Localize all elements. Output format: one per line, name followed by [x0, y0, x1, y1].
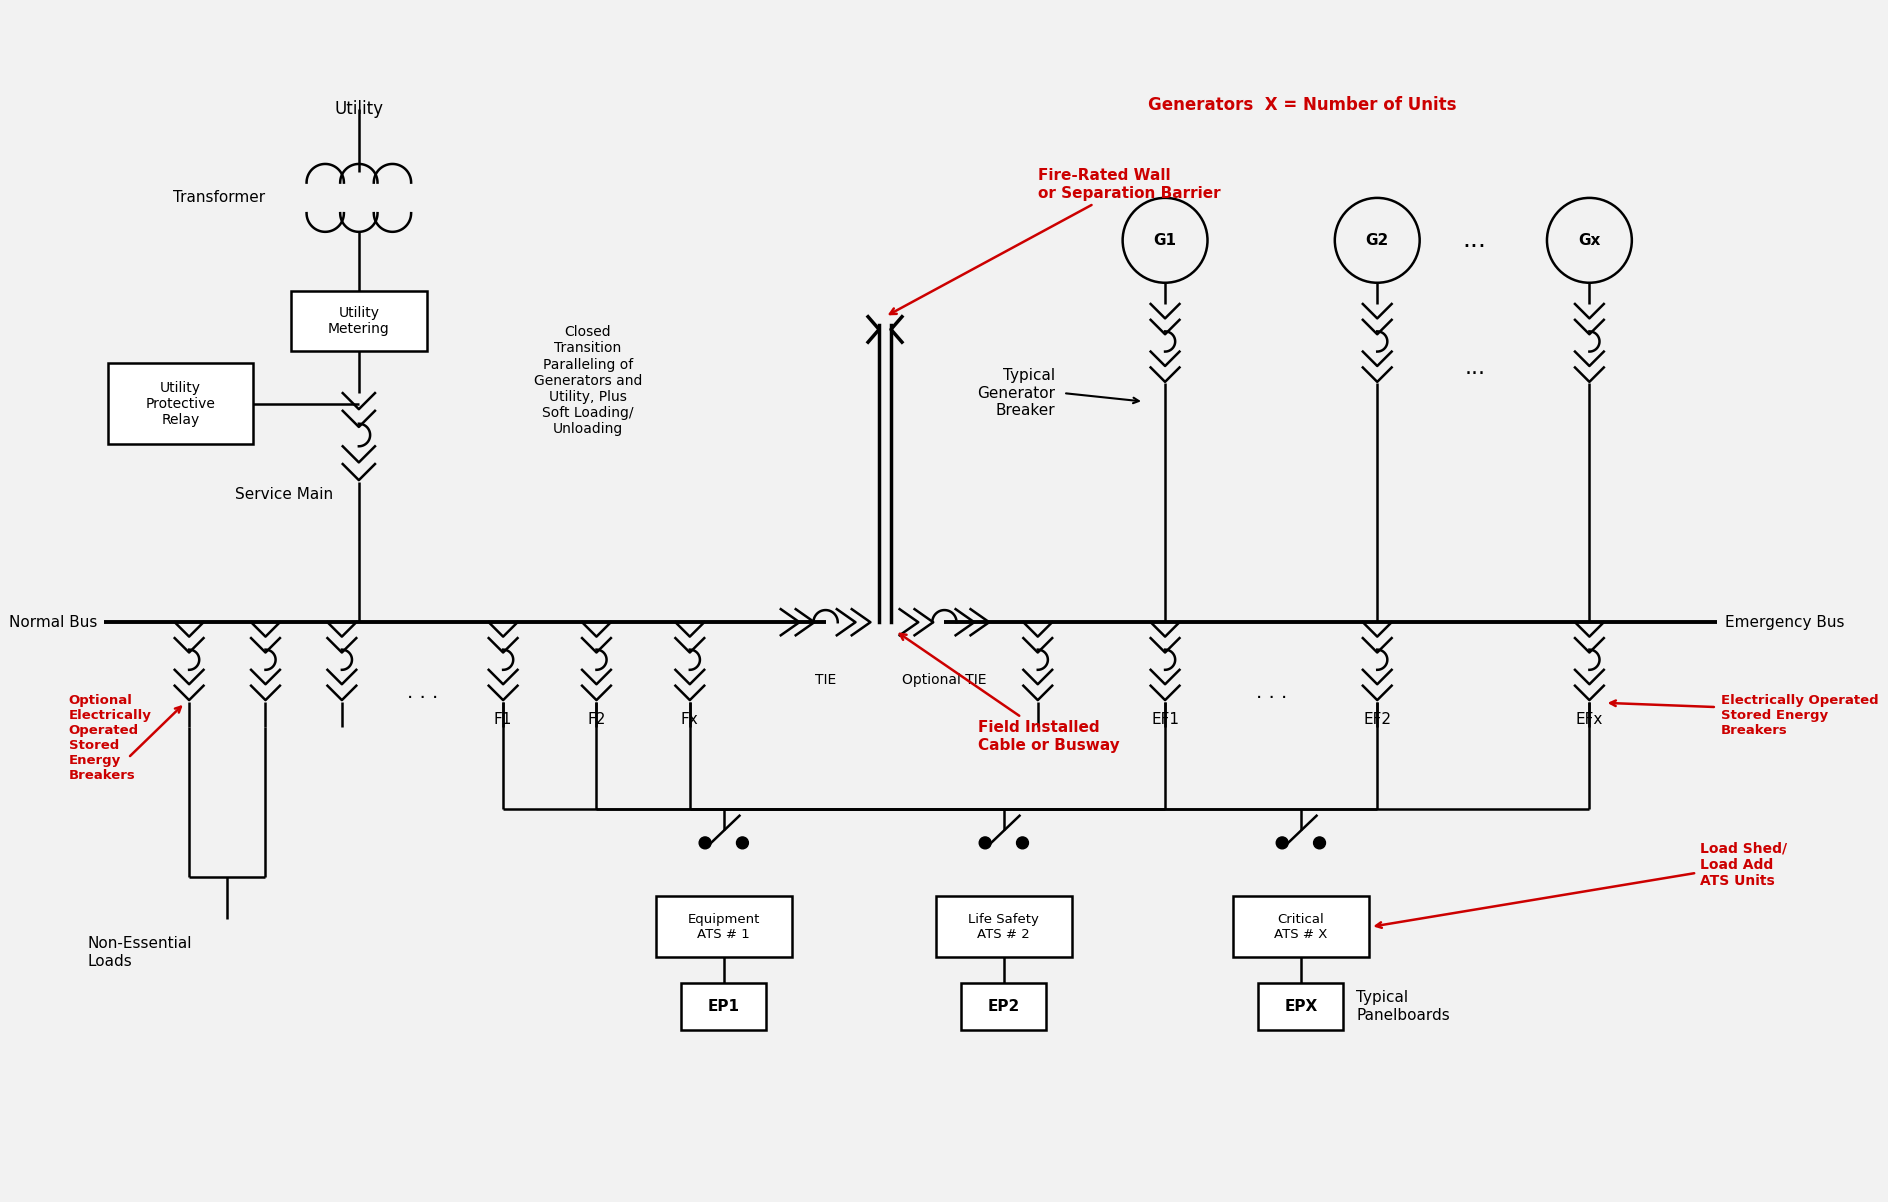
Text: Emergency Bus: Emergency Bus [1726, 614, 1845, 630]
Text: EF2: EF2 [1363, 712, 1391, 727]
Text: F1: F1 [495, 712, 512, 727]
Text: ...: ... [1463, 228, 1488, 252]
Text: Equipment
ATS # 1: Equipment ATS # 1 [687, 912, 761, 941]
Text: EPX: EPX [1284, 999, 1318, 1014]
Bar [655, 897, 791, 958]
Text: Normal Bus: Normal Bus [9, 614, 98, 630]
Text: Optional
Electrically
Operated
Stored
Energy
Breakers: Optional Electrically Operated Stored En… [68, 695, 151, 783]
Text: Non-Essential
Loads: Non-Essential Loads [87, 936, 193, 969]
Bar [291, 291, 427, 351]
Text: · · ·: · · · [1256, 689, 1288, 708]
Text: Electrically Operated
Stored Energy
Breakers: Electrically Operated Stored Energy Brea… [1722, 695, 1879, 737]
Circle shape [1314, 837, 1325, 849]
Text: EP2: EP2 [987, 999, 1020, 1014]
Text: EP1: EP1 [708, 999, 740, 1014]
Text: G2: G2 [1365, 233, 1390, 248]
Text: Utility
Protective
Relay: Utility Protective Relay [145, 381, 215, 428]
Bar [1233, 897, 1369, 958]
Text: Load Shed/
Load Add
ATS Units: Load Shed/ Load Add ATS Units [1376, 841, 1786, 928]
Text: Typical
Generator
Breaker: Typical Generator Breaker [976, 368, 1055, 418]
Bar [961, 983, 1046, 1030]
Circle shape [736, 837, 748, 849]
Text: Utility: Utility [334, 100, 383, 118]
Circle shape [1276, 837, 1288, 849]
Text: Gx: Gx [1578, 233, 1601, 248]
Text: ...: ... [1465, 358, 1486, 377]
Bar [1259, 983, 1342, 1030]
Text: Fire-Rated Wall
or Separation Barrier: Fire-Rated Wall or Separation Barrier [889, 168, 1220, 314]
Text: Critical
ATS # X: Critical ATS # X [1274, 912, 1327, 941]
Text: Generators  X = Number of Units: Generators X = Number of Units [1148, 96, 1458, 114]
Bar [108, 363, 253, 444]
Text: Life Safety
ATS # 2: Life Safety ATS # 2 [969, 912, 1038, 941]
Circle shape [980, 837, 991, 849]
Text: Utility
Metering: Utility Metering [329, 305, 389, 337]
Text: Typical
Panelboards: Typical Panelboards [1356, 990, 1450, 1023]
Text: TIE: TIE [816, 673, 836, 688]
Text: Service Main: Service Main [236, 488, 334, 502]
Circle shape [699, 837, 712, 849]
Text: Optional TIE: Optional TIE [902, 673, 987, 688]
Text: · · ·: · · · [408, 689, 438, 708]
Text: Fx: Fx [682, 712, 699, 727]
Circle shape [1016, 837, 1029, 849]
Text: Transformer: Transformer [174, 190, 266, 206]
Text: Closed
Transition
Paralleling of
Generators and
Utility, Plus
Soft Loading/
Unlo: Closed Transition Paralleling of Generat… [534, 326, 642, 436]
Text: F2: F2 [587, 712, 606, 727]
Bar [682, 983, 767, 1030]
Bar [936, 897, 1072, 958]
Text: Field Installed
Cable or Busway: Field Installed Cable or Busway [901, 633, 1120, 752]
Text: EFx: EFx [1576, 712, 1603, 727]
Text: G1: G1 [1154, 233, 1176, 248]
Text: EF1: EF1 [1152, 712, 1180, 727]
